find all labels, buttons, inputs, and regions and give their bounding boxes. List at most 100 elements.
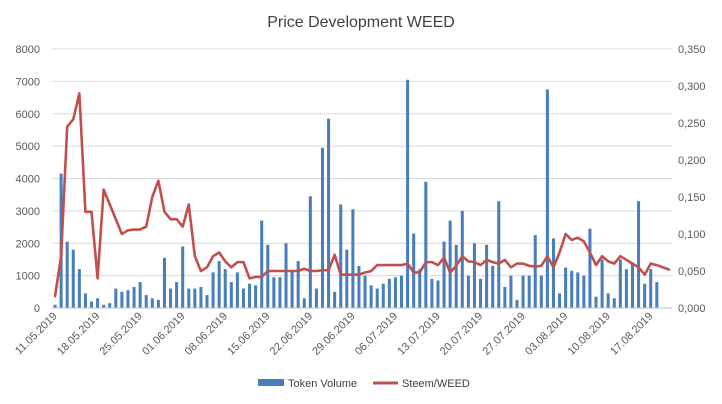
token-volume-bar [254,285,258,308]
token-volume-bar [187,288,191,308]
left-axis-ticks: 0 1000 2000 3000 4000 5000 6000 7000 8000 [16,44,40,315]
token-volume-bar [314,288,318,308]
token-volume-bar [570,270,574,308]
token-volume-bar [284,243,288,308]
token-volume-bar [144,295,148,308]
token-volume-bar [217,261,221,308]
token-volume-bar [369,285,373,308]
token-volume-bar [515,299,519,308]
token-volume-bar [193,288,197,308]
token-volume-bar [156,299,160,308]
token-volume-bar [539,275,543,309]
steem-weed-price-line [53,92,671,298]
token-volume-bar [655,282,659,308]
token-volume-bar [418,269,422,308]
token-volume-bar [399,275,404,309]
x-tick-label: 08.06.2019 [183,310,230,357]
right-tick-label: 0,150 [678,192,706,204]
token-volume-bar [229,282,233,308]
right-tick-label: 0,250 [678,118,706,130]
x-tick-label: 18.05.2019 [55,310,102,357]
token-volume-bar [406,79,410,308]
token-volume-bar [393,277,397,308]
token-volume-bar [108,303,112,308]
token-volume-bar [624,269,628,308]
token-volume-bar [327,118,331,308]
token-volume-bar [533,235,537,308]
token-volume-bar [448,220,452,308]
legend-swatch-token-volume [258,379,284,386]
token-volume-bar [272,277,276,308]
token-volume-bar [497,201,501,308]
left-tick-label: 3000 [16,206,40,218]
token-volume-bar [637,201,641,308]
token-volume-bar [509,275,513,309]
token-volume-bar [162,257,166,308]
token-volume-bar [454,244,458,308]
x-axis-ticks: 11.05.201918.05.201925.05.201901.06.2019… [13,310,656,357]
token-volume-bar [345,249,349,308]
token-volume-bar [363,275,367,309]
left-tick-label: 0 [34,303,40,315]
legend-label-token-volume: Token Volume [288,378,357,390]
token-volume-bar [223,269,227,308]
token-volume-bar [241,288,245,308]
token-volume-bar [132,286,136,308]
x-tick-label: 25.05.2019 [98,310,145,357]
right-tick-label: 0,200 [678,155,706,167]
right-tick-label: 0,000 [678,303,706,315]
left-tick-label: 6000 [16,109,40,121]
token-volume-bar [649,269,653,308]
token-volume-bar [248,283,252,308]
token-volume-bar [643,283,647,308]
left-tick-label: 7000 [16,76,40,88]
token-volume-bar [564,267,568,308]
right-tick-label: 0,050 [678,266,706,278]
right-tick-label: 0,350 [678,44,706,56]
token-volume-bar [83,293,87,308]
token-volume-bar [576,272,580,308]
left-tick-label: 1000 [16,271,40,283]
token-volume-bar [296,261,300,308]
token-volume-bar [302,298,306,308]
x-tick-label: 22.06.2019 [268,310,315,357]
price-line-layer [53,92,671,298]
token-volume-bars [53,79,659,309]
right-tick-label: 0,100 [678,229,706,241]
token-volume-bar [65,241,69,308]
token-volume-bar [278,277,282,308]
token-volume-bar [485,244,489,308]
x-tick-label: 10.08.2019 [566,310,613,357]
x-tick-label: 17.08.2019 [608,310,655,357]
token-volume-bar [308,196,312,308]
token-volume-bar [77,269,81,308]
x-tick-label: 15.06.2019 [225,310,272,357]
token-volume-bar [114,288,118,308]
x-tick-label: 29.06.2019 [310,310,357,357]
token-volume-bar [606,293,610,308]
token-volume-bar [357,265,361,308]
token-volume-bar [199,286,203,308]
token-volume-bar [266,244,270,308]
legend: Token Volume Steem/WEED [258,378,470,390]
token-volume-bar [582,275,586,309]
token-volume-bar [205,295,209,308]
token-volume-bar [96,298,100,308]
token-volume-bar [175,282,179,308]
token-volume-bar [102,304,106,308]
token-volume-bar [618,259,622,308]
token-volume-bar [594,296,598,308]
token-volume-bar [612,298,616,308]
token-volume-bar [472,243,476,308]
token-volume-bar [138,282,142,308]
x-tick-label: 27.07.2019 [481,310,528,357]
legend-label-steem-weed: Steem/WEED [402,378,470,390]
token-volume-bar [521,275,525,309]
x-tick-label: 01.06.2019 [140,310,187,357]
token-volume-bar [351,209,355,308]
left-tick-label: 5000 [16,141,40,153]
token-volume-bar [436,280,440,308]
token-volume-bar [491,265,495,308]
token-volume-bar [235,272,239,308]
